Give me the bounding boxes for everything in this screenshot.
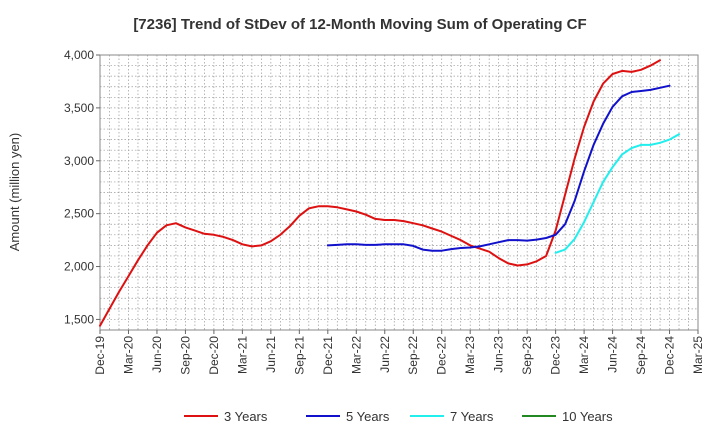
chart-title: [7236] Trend of StDev of 12-Month Moving… — [133, 16, 586, 33]
x-tick-label: Mar-24 — [577, 336, 591, 374]
y-tick-label: 3,000 — [64, 154, 94, 168]
x-tick-label: Jun-23 — [492, 336, 506, 373]
x-tick-label: Sep-24 — [634, 336, 648, 375]
legend: 3 Years 5 Years 7 Years 10 Years — [184, 409, 613, 424]
y-tick-label: 1,500 — [64, 312, 94, 326]
y-tick-label: 2,000 — [64, 260, 94, 274]
x-tick-label: Sep-22 — [406, 336, 420, 375]
x-tick-label: Jun-24 — [606, 336, 620, 373]
y-tick-label: 3,500 — [64, 101, 94, 115]
x-tick-label: Mar-22 — [349, 336, 363, 374]
y-axis: 1,500 2,000 2,500 3,000 3,500 4,000 — [64, 48, 100, 326]
x-tick-label: Jun-20 — [150, 336, 164, 373]
x-tick-label: Sep-23 — [520, 336, 534, 375]
y-axis-label: Amount (million yen) — [7, 133, 22, 252]
plot-border — [99, 54, 699, 331]
x-axis: Dec-19 Mar-20 Jun-20 Sep-20 Dec-20 Mar-21 Jun-… — [93, 330, 705, 375]
x-tick-label: Dec-19 — [93, 336, 107, 375]
series-line-7-years — [554, 133, 680, 254]
x-tick-label: Mar-23 — [463, 336, 477, 374]
x-tick-label: Dec-22 — [435, 336, 449, 375]
series-line-5-years — [326, 84, 671, 252]
gridlines — [100, 55, 698, 330]
x-tick-label: Jun-22 — [378, 336, 392, 373]
y-tick-label: 2,500 — [64, 207, 94, 221]
x-tick-label: Sep-21 — [292, 336, 306, 375]
legend-label: 3 Years — [224, 409, 268, 424]
x-tick-label: Dec-20 — [207, 336, 221, 375]
x-tick-label: Dec-21 — [321, 336, 335, 375]
x-tick-label: Jun-21 — [264, 336, 278, 373]
series-lines — [99, 59, 680, 327]
x-tick-label: Dec-24 — [663, 336, 677, 375]
series-line-3-years — [99, 59, 661, 327]
legend-label: 7 Years — [450, 409, 494, 424]
legend-label: 5 Years — [346, 409, 390, 424]
legend-label: 10 Years — [562, 409, 613, 424]
x-tick-label: Mar-21 — [235, 336, 249, 374]
x-tick-label: Dec-23 — [549, 336, 563, 375]
x-tick-label: Mar-20 — [121, 336, 135, 374]
x-tick-label: Sep-20 — [178, 336, 192, 375]
y-tick-label: 4,000 — [64, 48, 94, 62]
x-tick-label: Mar-25 — [691, 336, 705, 374]
